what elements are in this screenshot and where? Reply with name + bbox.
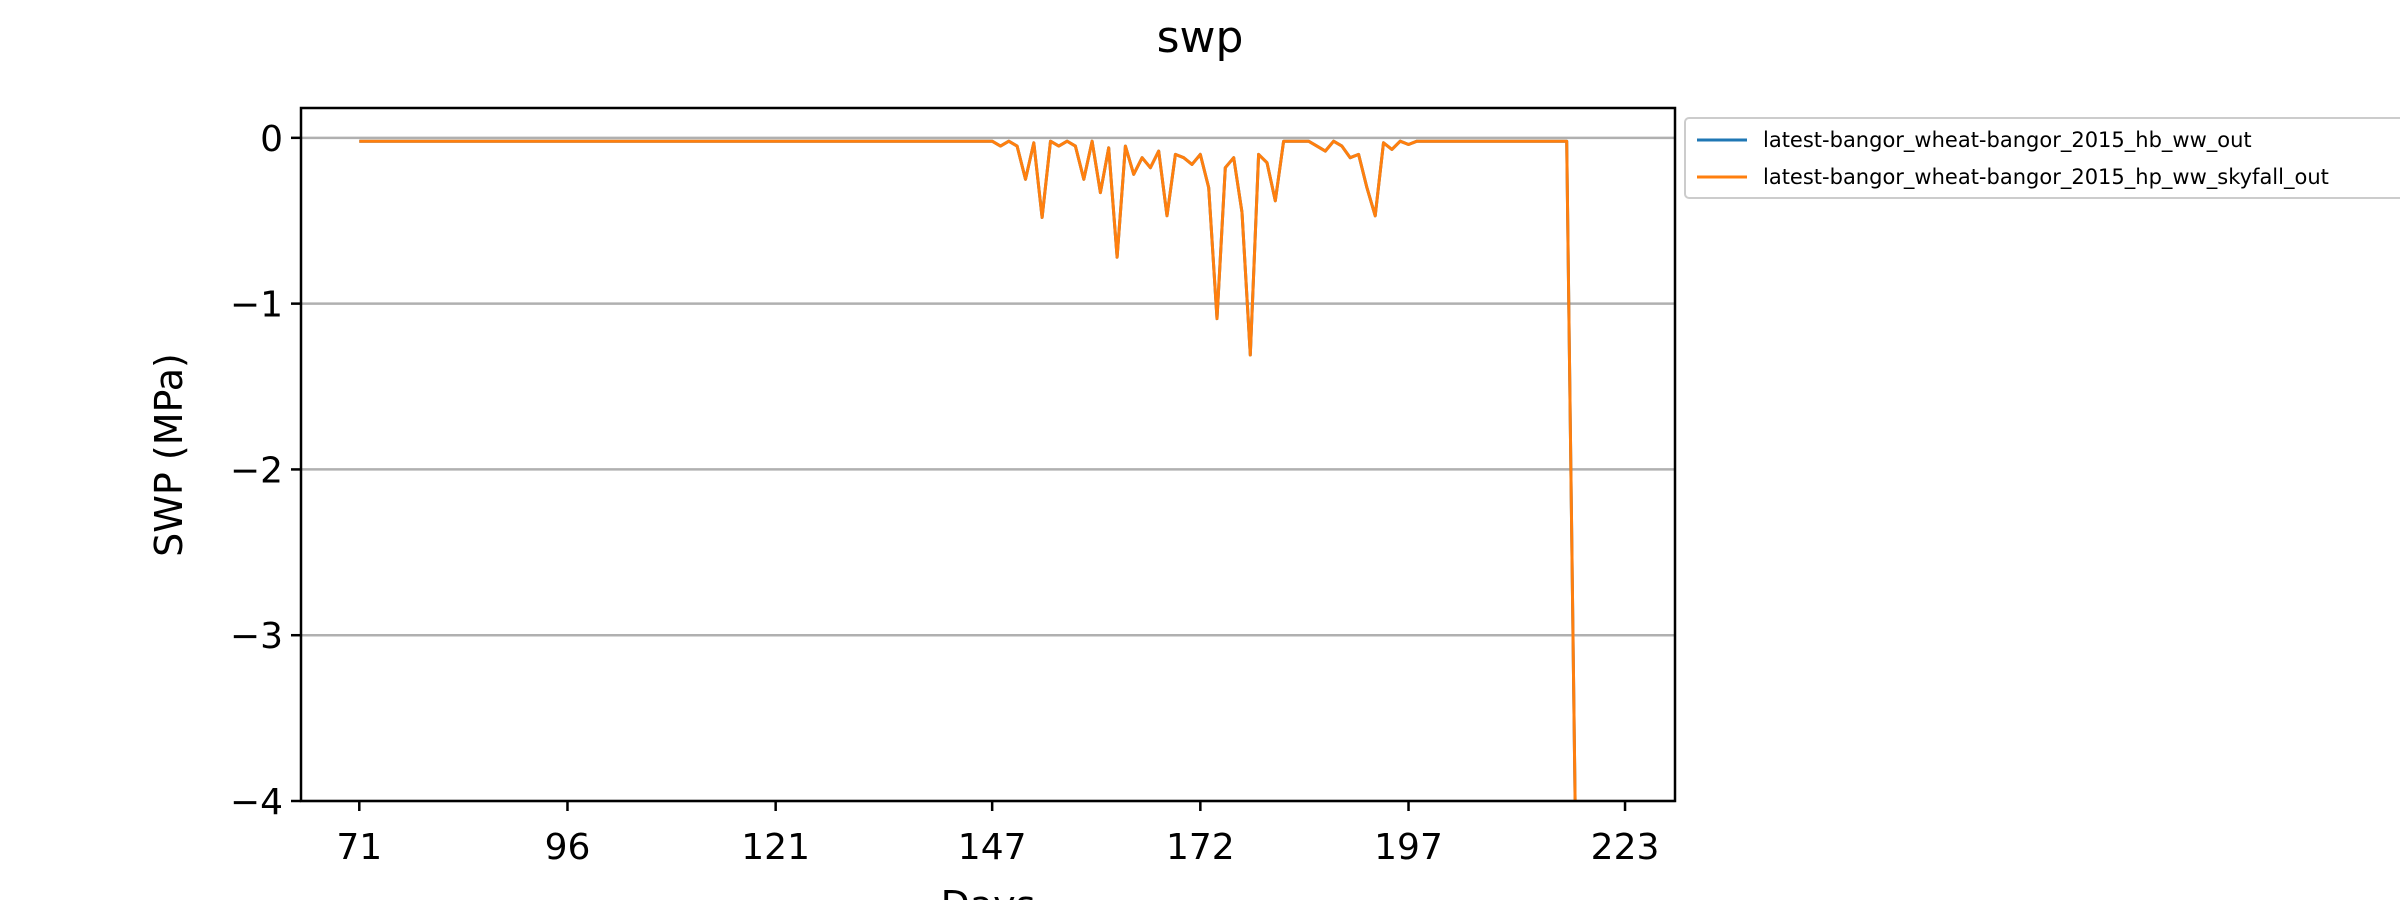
y-axis-label: SWP (MPa) bbox=[147, 353, 191, 557]
x-tick-label: 96 bbox=[545, 827, 591, 868]
chart-title: swp bbox=[1157, 12, 1244, 63]
y-tick-label: −2 bbox=[230, 450, 283, 491]
y-tick-label: −1 bbox=[230, 285, 283, 326]
y-tick-label: −4 bbox=[230, 782, 283, 823]
y-tick-label: −3 bbox=[230, 616, 283, 657]
grid-lines bbox=[301, 136, 1675, 803]
legend-label: latest-bangor_wheat-bangor_2015_hb_ww_ou… bbox=[1763, 128, 2252, 153]
y-axis: 0 −1 −2 −3 −4 bbox=[230, 119, 301, 823]
x-tick-label: 71 bbox=[336, 827, 382, 868]
legend-frame bbox=[1684, 117, 2400, 199]
legend: latest-bangor_wheat-bangor_2015_hb_ww_ou… bbox=[1684, 117, 2400, 199]
x-tick-label: 172 bbox=[1166, 827, 1235, 868]
x-axis: 71 96 121 147 172 197 223 bbox=[336, 801, 1659, 868]
x-axis-label: Days bbox=[941, 883, 1036, 900]
plot-frame bbox=[299, 106, 1677, 803]
series-line-1 bbox=[359, 139, 1577, 801]
series-lines bbox=[359, 139, 1577, 801]
legend-label: latest-bangor_wheat-bangor_2015_hp_ww_sk… bbox=[1763, 165, 2329, 190]
y-tick-label: 0 bbox=[260, 119, 283, 160]
x-tick-label: 121 bbox=[741, 827, 810, 868]
x-tick-label: 197 bbox=[1374, 827, 1443, 868]
x-tick-label: 147 bbox=[958, 827, 1027, 868]
series-line-2 bbox=[359, 139, 1577, 801]
x-tick-label: 223 bbox=[1591, 827, 1660, 868]
